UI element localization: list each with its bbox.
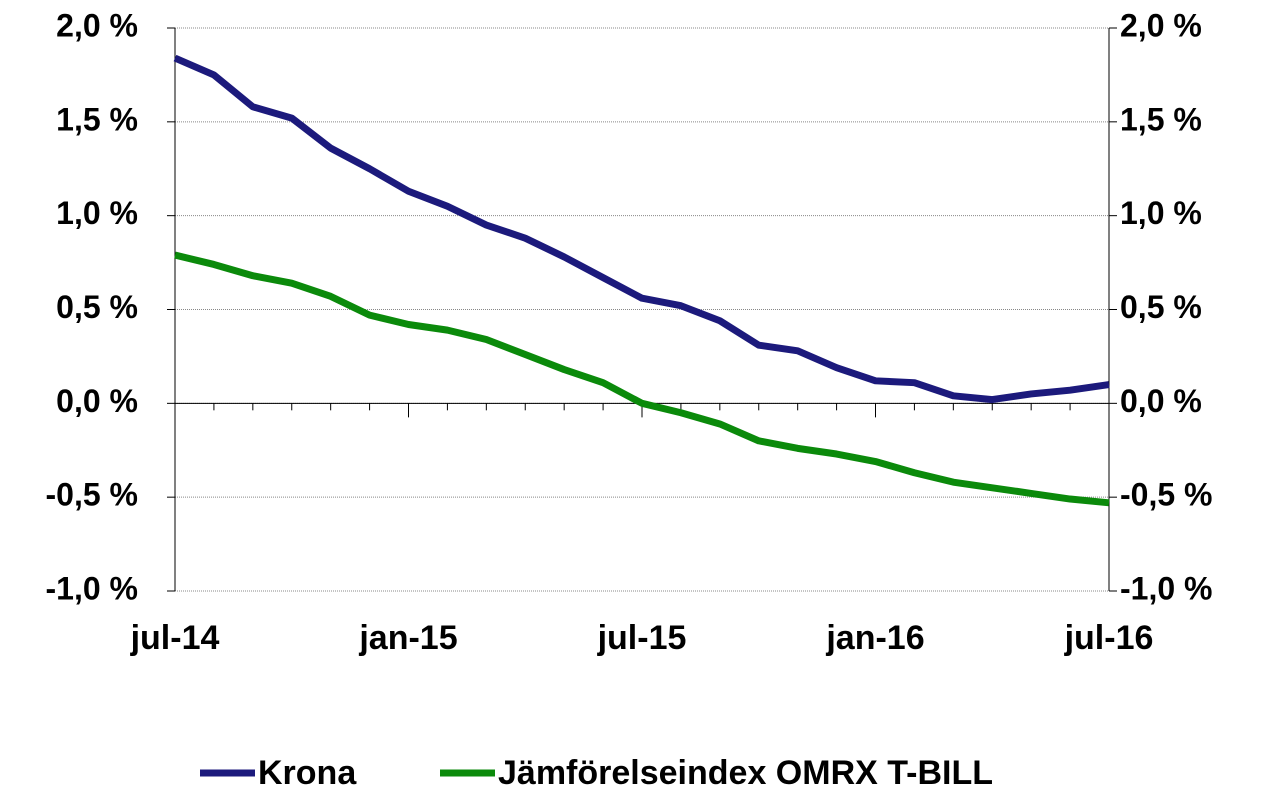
y-tick-label: -0,5 % [46, 477, 138, 513]
x-tick-label: jan-15 [358, 619, 457, 657]
line-series [174, 251, 1110, 507]
y2-tick-label: 2,0 % [1120, 7, 1202, 43]
y2-tick-label: 0,5 % [1120, 289, 1202, 325]
y2-tick-label: -1,0 % [1120, 570, 1212, 606]
legend-label: Krona [258, 754, 357, 792]
y2-tick-label: 1,0 % [1120, 195, 1202, 231]
y2-tick-label: 1,5 % [1120, 101, 1202, 137]
y-tick-label: 0,0 % [56, 383, 138, 419]
x-tick-label: jan-16 [825, 619, 924, 657]
y-tick-label: -1,0 % [46, 570, 138, 606]
x-tick-label: jul-15 [597, 619, 687, 657]
x-tick-label: jul-16 [1064, 619, 1154, 657]
line-series [173, 54, 1110, 404]
y2-tick-label: 0,0 % [1120, 383, 1202, 419]
y2-tick-label: -0,5 % [1120, 477, 1212, 513]
y-tick-label: 2,0 % [56, 7, 138, 43]
legend-label: Jämförelseindex OMRX T-BILL [498, 754, 993, 792]
x-tick-label: jul-14 [130, 619, 220, 657]
y-tick-label: 0,5 % [56, 289, 138, 325]
y-tick-label: 1,5 % [56, 101, 138, 137]
y-tick-label: 1,0 % [56, 195, 138, 231]
